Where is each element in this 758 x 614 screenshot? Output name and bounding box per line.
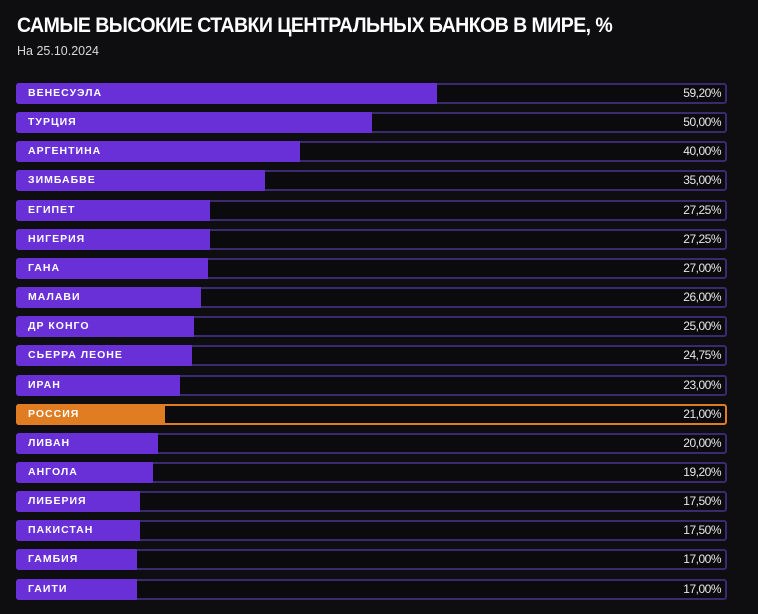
bar-row: ГАНА 27,00% — [16, 257, 727, 279]
bar-row: ГАМБИЯ 17,00% — [16, 549, 727, 571]
bar-row: ИРАН 23,00% — [16, 374, 727, 396]
bar — [16, 287, 201, 309]
value-label: 50,00% — [683, 115, 721, 130]
bar — [16, 491, 141, 513]
value-label: 17,00% — [683, 581, 721, 596]
bar — [16, 228, 210, 250]
bar-row: ЛИБЕРИЯ 17,50% — [16, 491, 727, 513]
value-label: 26,00% — [683, 290, 721, 305]
category-label: МАЛАВИ — [28, 291, 81, 304]
bar-row: ДР КОНГО 25,00% — [16, 316, 727, 338]
bar-row: ГАИТИ 17,00% — [16, 578, 727, 600]
category-label: РОССИЯ — [28, 407, 80, 420]
bar-row: ТУРЦИЯ 50,00% — [16, 112, 727, 134]
value-label: 23,00% — [683, 377, 721, 392]
bar — [16, 520, 141, 542]
bar — [16, 374, 180, 396]
category-label: ГАИТИ — [28, 582, 68, 595]
value-label: 25,00% — [683, 319, 721, 334]
bar-row: РОССИЯ 21,00% — [16, 403, 727, 425]
category-label: ЕГИПЕТ — [28, 203, 76, 216]
value-label: 17,50% — [683, 523, 721, 538]
bar-row: НИГЕРИЯ 27,25% — [16, 228, 727, 250]
chart-title: САМЫЕ ВЫСОКИЕ СТАВКИ ЦЕНТРАЛЬНЫХ БАНКОВ … — [17, 14, 613, 37]
bar — [16, 461, 153, 483]
value-label: 35,00% — [683, 173, 721, 188]
value-label: 27,25% — [683, 202, 721, 217]
value-label: 27,00% — [683, 260, 721, 275]
bar-row: АНГОЛА 19,20% — [16, 461, 727, 483]
bar-row: ЛИВАН 20,00% — [16, 432, 727, 454]
bar — [16, 199, 210, 221]
category-label: СЬЕРРА ЛЕОНЕ — [28, 349, 123, 362]
category-label: ЛИВАН — [28, 436, 71, 449]
category-label: ГАНА — [28, 261, 61, 274]
value-label: 17,50% — [683, 494, 721, 509]
bar — [16, 578, 137, 600]
category-label: ГАМБИЯ — [28, 553, 79, 566]
category-label: ЛИБЕРИЯ — [28, 495, 87, 508]
category-label: ТУРЦИЯ — [28, 116, 77, 129]
category-label: ИРАН — [28, 378, 61, 391]
bar — [16, 549, 137, 571]
bar — [16, 403, 166, 425]
bar-row: ПАКИСТАН 17,50% — [16, 520, 727, 542]
category-label: АРГЕНТИНА — [28, 145, 102, 158]
category-label: НИГЕРИЯ — [28, 232, 86, 245]
bar-row: ЗИМБАБВЕ 35,00% — [16, 170, 727, 192]
bar — [16, 170, 265, 192]
value-label: 59,20% — [683, 86, 721, 100]
category-label: ПАКИСТАН — [28, 524, 94, 537]
value-label: 24,75% — [683, 348, 721, 363]
value-label: 19,20% — [683, 464, 721, 479]
category-label: ДР КОНГО — [28, 320, 90, 333]
bar — [16, 345, 192, 367]
bar — [16, 432, 159, 454]
category-label: ЗИМБАБВЕ — [28, 174, 96, 187]
category-label: АНГОЛА — [28, 465, 78, 478]
bar — [16, 316, 194, 338]
value-label: 27,25% — [683, 231, 721, 246]
chart-subtitle: На 25.10.2024 — [17, 44, 100, 58]
bar-row: АРГЕНТИНА 40,00% — [16, 141, 727, 163]
bar-row: ВЕНЕСУЭЛА 59,20% — [16, 83, 727, 104]
bar — [16, 141, 301, 163]
value-label: 20,00% — [683, 435, 721, 450]
value-label: 17,00% — [683, 552, 721, 567]
bar-row: МАЛАВИ 26,00% — [16, 287, 727, 309]
value-label: 40,00% — [683, 144, 721, 159]
category-label: ВЕНЕСУЭЛА — [28, 87, 103, 99]
bar — [16, 257, 208, 279]
bar — [16, 112, 372, 134]
bar-row: ЕГИПЕТ 27,25% — [16, 199, 727, 221]
bar-row: СЬЕРРА ЛЕОНЕ 24,75% — [16, 345, 727, 367]
bar — [16, 83, 437, 104]
value-label: 21,00% — [683, 406, 721, 421]
